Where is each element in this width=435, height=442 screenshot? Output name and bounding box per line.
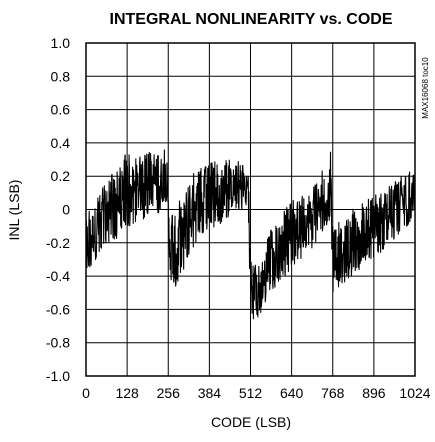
y-tick-labels: 1.0 0.8 0.6 0.4 0.2 0 -0.2 -0.4 -0.6 -0.8 -1.0 (46, 35, 70, 384)
x-tick-label: 384 (198, 385, 222, 401)
y-tick-label: -0.6 (46, 301, 70, 317)
x-axis-label: CODE (LSB) (211, 414, 291, 430)
y-tick-label: 0.4 (51, 135, 71, 151)
x-tick-labels: 0 128 256 384 512 640 768 896 1024 (82, 385, 431, 401)
x-tick-label: 1024 (399, 385, 430, 401)
x-tick-label: 128 (115, 385, 139, 401)
y-tick-label: -0.2 (46, 235, 70, 251)
x-tick-label: 512 (239, 385, 263, 401)
y-tick-label: 1.0 (51, 35, 71, 51)
x-tick-label: 640 (280, 385, 304, 401)
y-tick-label: 0.2 (51, 168, 71, 184)
x-tick-label: 896 (362, 385, 386, 401)
y-tick-label: 0 (62, 202, 70, 218)
y-tick-label: 0.6 (51, 102, 71, 118)
x-tick-label: 0 (82, 385, 90, 401)
y-axis-label: INL (LSB) (6, 180, 22, 241)
y-tick-label: -0.4 (46, 268, 70, 284)
y-tick-label: -0.8 (46, 335, 70, 351)
watermark-label: MAX16068 toc10 (421, 57, 430, 119)
x-tick-label: 256 (157, 385, 181, 401)
y-tick-label: 0.8 (51, 68, 71, 84)
y-tick-label: -1.0 (46, 368, 70, 384)
chart-title: INTEGRAL NONLINEARITY vs. CODE (110, 11, 393, 28)
x-tick-label: 768 (321, 385, 345, 401)
